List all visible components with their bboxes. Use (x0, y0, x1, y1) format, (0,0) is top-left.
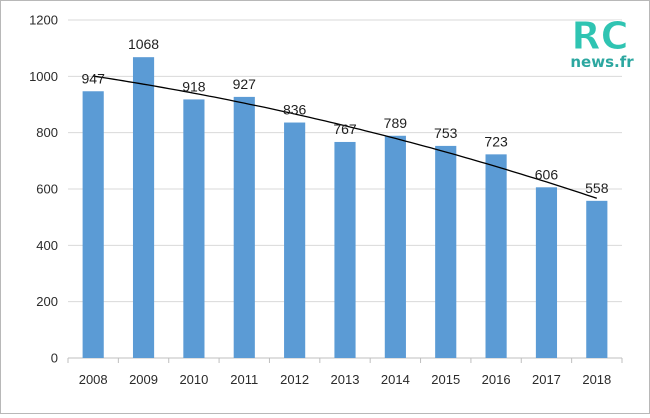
bar (435, 145, 457, 358)
data-label: 723 (484, 133, 508, 149)
bar (132, 57, 155, 359)
data-label: 606 (535, 166, 559, 182)
bar (334, 141, 356, 358)
y-tick-label: 1000 (29, 69, 58, 84)
bar (485, 154, 507, 358)
x-tick-label: 2012 (280, 372, 309, 387)
bar (535, 187, 558, 358)
logo-rc: RC (571, 14, 628, 58)
x-tick-label: 2011 (230, 372, 258, 387)
x-tick-label: 2013 (331, 372, 360, 387)
bar (384, 135, 406, 358)
bar (183, 99, 205, 359)
bar (586, 200, 608, 358)
data-label: 947 (82, 70, 106, 86)
bar (82, 91, 104, 359)
x-tick-label: 2017 (532, 372, 561, 387)
x-tick-label: 2009 (129, 372, 158, 387)
y-tick-label: 800 (36, 125, 58, 140)
x-tick-label: 2008 (79, 372, 108, 387)
data-label: 767 (333, 121, 357, 137)
data-label: 558 (585, 180, 609, 196)
trendline-path (93, 75, 598, 199)
y-tick-label: 1200 (29, 13, 58, 28)
x-tick-label: 2010 (179, 372, 208, 387)
y-tick-label: 0 (51, 351, 58, 366)
x-axis: 2008 2009 2010 2011 2012 2013 2014 2015 2016 2017… (67, 358, 623, 387)
data-label: 927 (233, 76, 257, 92)
data-label: 918 (182, 78, 206, 94)
y-tick-label: 600 (36, 182, 58, 197)
trendline (93, 75, 598, 199)
logo-news-fr: news.fr (570, 53, 634, 71)
data-label: 836 (283, 102, 307, 118)
bar (233, 96, 255, 359)
y-tick-label: 400 (36, 238, 58, 253)
data-labels: 947 1068 918 927 836 767 789 753 723 606 558 (82, 36, 609, 196)
x-tick-label: 2014 (381, 372, 410, 387)
bar (284, 122, 306, 358)
x-tick-label: 2016 (482, 372, 511, 387)
x-tick-label: 2015 (431, 372, 460, 387)
data-label: 1068 (128, 36, 159, 52)
y-axis: 0 200 400 600 800 1000 1200 (29, 13, 58, 366)
rcnews-logo: RC news.fr (558, 13, 642, 73)
x-tick-label: 2018 (582, 372, 611, 387)
data-label: 753 (434, 125, 458, 141)
y-tick-label: 200 (36, 294, 58, 309)
bars (82, 57, 608, 359)
data-label: 789 (384, 115, 408, 131)
